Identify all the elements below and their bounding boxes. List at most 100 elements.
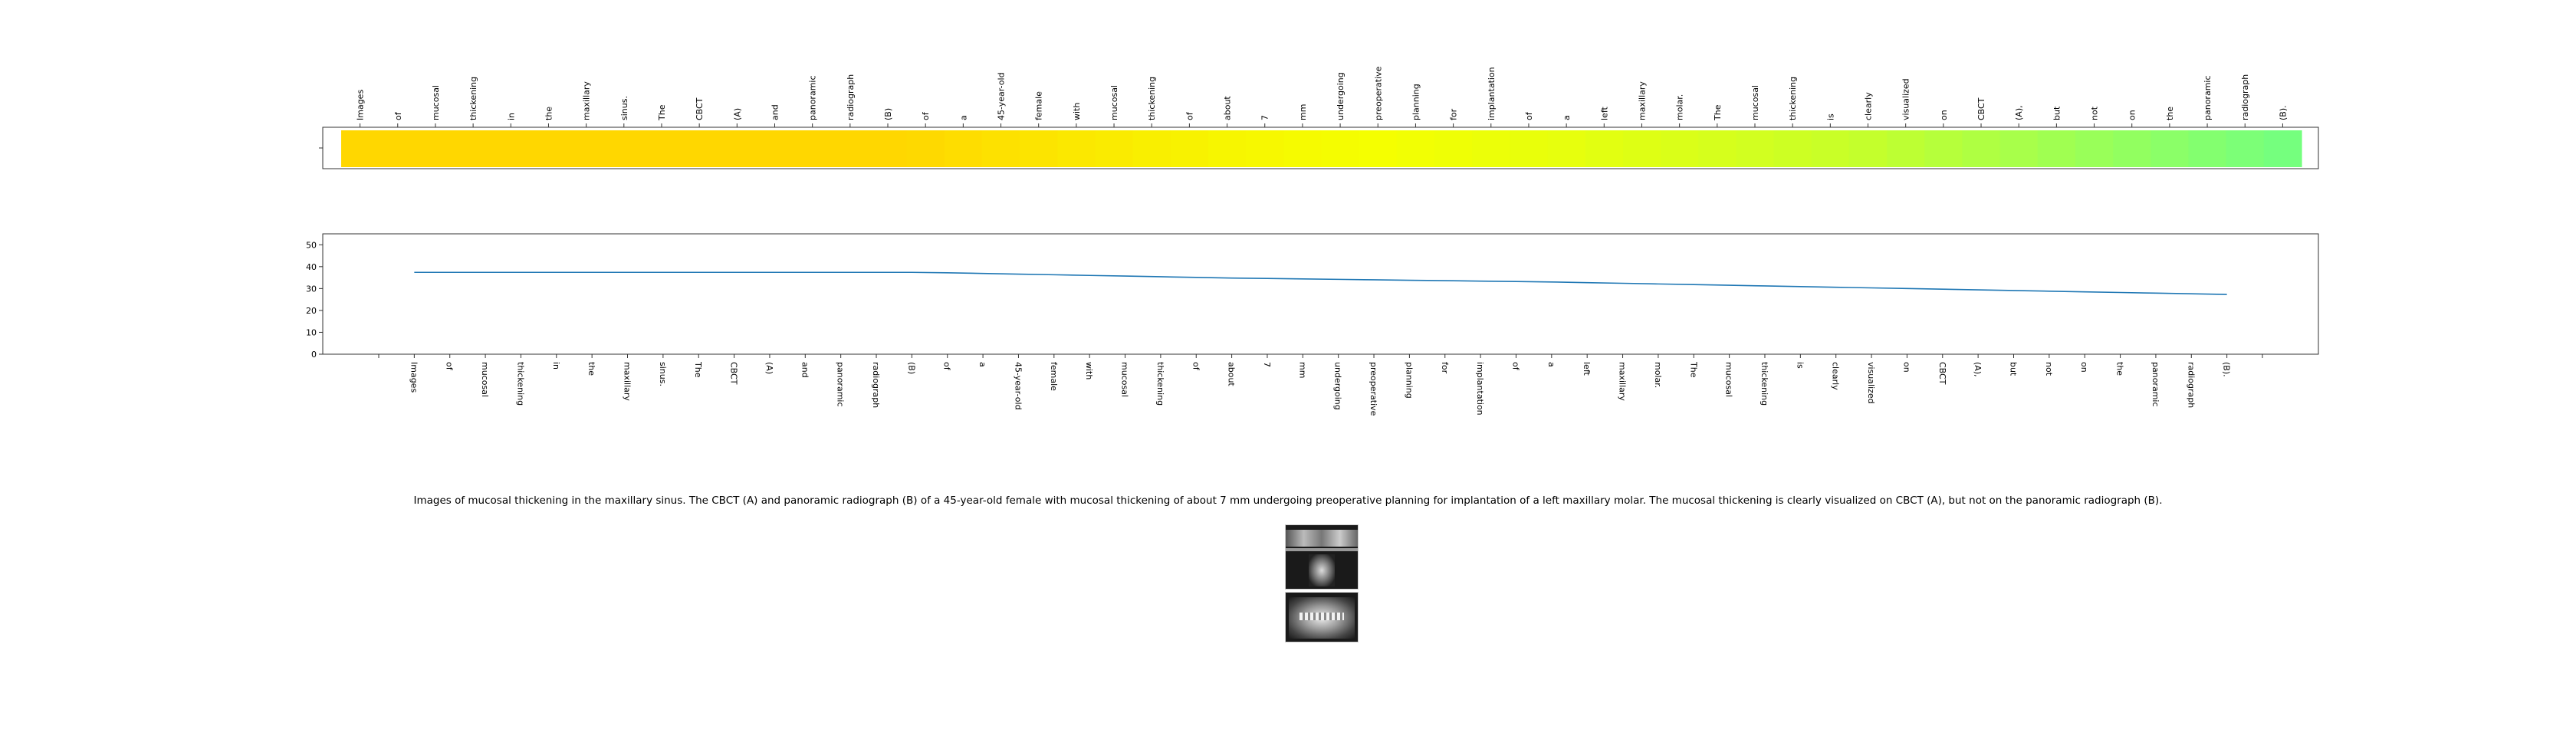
- heatmap-token-label: the: [2165, 107, 2175, 120]
- heatmap-cell: [416, 130, 455, 167]
- x-tick-label: Images: [409, 362, 419, 393]
- x-tick-label: panoramic: [836, 362, 846, 407]
- heatmap-token-label: mucosal: [1109, 85, 1119, 120]
- heatmap-cell: [1321, 130, 1360, 167]
- x-tick-label: the: [586, 362, 596, 376]
- x-tick-label: CBCT: [1937, 362, 1947, 385]
- heatmap-token-label: is: [1825, 113, 1835, 120]
- heatmap-token-label: (B).: [2278, 105, 2288, 120]
- y-tick-label: 0: [311, 350, 317, 360]
- heatmap-token-label: of: [921, 111, 931, 120]
- heatmap-token-label: left: [1599, 106, 1609, 120]
- heatmap-token-label: radiograph: [846, 74, 856, 120]
- x-tick-label: of: [445, 362, 455, 371]
- heatmap-token-label: molar.: [1675, 94, 1685, 120]
- heatmap-cell: [2150, 130, 2190, 167]
- heatmap-cell: [567, 130, 606, 167]
- heatmap-cell: [1698, 130, 1737, 167]
- x-tick-label: is: [1795, 362, 1805, 369]
- heatmap-cell: [831, 130, 870, 167]
- heatmap-cell: [379, 130, 417, 167]
- heatmap-token-label: mm: [1298, 104, 1308, 120]
- heatmap-token-label: visualized: [1901, 78, 1911, 120]
- heatmap-token-label: 45-year-old: [997, 72, 1007, 120]
- heatmap-cell: [491, 130, 531, 167]
- heatmap-cell: [529, 130, 568, 167]
- heatmap-token-label: of: [393, 111, 403, 120]
- heatmap-cell: [1057, 130, 1096, 167]
- x-tick-label: for: [1440, 362, 1450, 374]
- heatmap-cell: [906, 130, 945, 167]
- x-tick-label: radiograph: [2186, 362, 2196, 408]
- heatmap-token-label: maxillary: [582, 81, 592, 120]
- x-tick-label: not: [2044, 362, 2054, 376]
- x-tick-label: The: [1688, 361, 1698, 378]
- heatmap-token-label: mucosal: [1750, 85, 1760, 120]
- heatmap-cell: [1924, 130, 1963, 167]
- heatmap-cell: [1661, 130, 1699, 167]
- heatmap-cell: [454, 130, 493, 167]
- x-tick-label: mm: [1297, 362, 1307, 378]
- x-tick-label: a: [978, 362, 987, 367]
- heatmap-cell: [1773, 130, 1812, 167]
- heatmap-token-label: but: [2052, 106, 2062, 120]
- x-tick-label: 45-year-old: [1013, 362, 1023, 410]
- y-tick-label: 50: [306, 240, 317, 250]
- heatmap-token-label: (A): [732, 108, 742, 120]
- heatmap-token-label: mucosal: [431, 85, 441, 120]
- x-tick-label: on: [2079, 362, 2089, 373]
- x-tick-label: (A),: [1973, 362, 1983, 377]
- heatmap-token-label: and: [770, 104, 780, 120]
- line-plot-frame: [322, 233, 2319, 355]
- heatmap-cell: [1962, 130, 2001, 167]
- heatmap-cell: [341, 130, 380, 167]
- heatmap-token-label: a: [1562, 115, 1572, 120]
- x-tick-label: maxillary: [623, 362, 632, 401]
- y-tick-label: 10: [306, 327, 317, 337]
- heatmap-cell: [1811, 130, 1850, 167]
- x-tick-label: sinus.: [658, 362, 668, 386]
- x-tick-label: preoperative: [1368, 362, 1378, 416]
- heatmap-token-label: with: [1072, 103, 1082, 120]
- thumbnail-label-strip: [1257, 642, 1388, 647]
- x-tick-label: left: [1582, 362, 1592, 376]
- x-tick-label: of: [1191, 362, 1201, 371]
- heatmap-token-label: on: [1939, 110, 1949, 120]
- x-tick-label: (A): [764, 362, 774, 374]
- x-tick-label: a: [1546, 362, 1556, 367]
- heatmap-cell: [642, 130, 682, 167]
- heatmap-token-label: in: [506, 113, 516, 120]
- x-tick-label: thickening: [1155, 362, 1165, 406]
- heatmap-cell: [981, 130, 1020, 167]
- heatmap-cell: [1622, 130, 1661, 167]
- heatmap-cell: [2188, 130, 2227, 167]
- x-tick-label: (B).: [2222, 362, 2232, 377]
- heatmap-cell: [605, 130, 643, 167]
- x-tick-label: visualized: [1866, 362, 1876, 404]
- heatmap-token-label: about: [1223, 96, 1233, 120]
- token-heatmap: Images of mucosal thickening in the maxillary s…: [319, 66, 2319, 169]
- x-tick-label: implantation: [1475, 362, 1485, 416]
- heatmap-cell: [1887, 130, 1925, 167]
- heatmap-cell: [2037, 130, 2076, 167]
- heatmap-cell: [1547, 130, 1586, 167]
- x-tick-label: of: [942, 362, 952, 371]
- x-tick-label: with: [1084, 362, 1094, 380]
- heatmap-cell: [1585, 130, 1624, 167]
- heatmap-token-label: thickening: [1788, 77, 1798, 120]
- x-tick-label: the: [2115, 362, 2125, 376]
- x-tick-label: CBCT: [729, 362, 739, 385]
- heatmap-cell: [1736, 130, 1775, 167]
- heatmap-token-label: clearly: [1864, 92, 1874, 120]
- heatmap-token-label: (A),: [2014, 105, 2024, 120]
- heatmap-token-label: panoramic: [2203, 75, 2213, 120]
- heatmap-cell: [755, 130, 794, 167]
- heatmap-token-label: The: [657, 104, 667, 121]
- heatmap-token-label: maxillary: [1637, 81, 1647, 120]
- x-tick-label: thickening: [515, 362, 525, 406]
- heatmap-token-label: thickening: [468, 77, 478, 120]
- cbct-thumbnail-image: [1285, 524, 1359, 590]
- x-tick-label: 7: [1262, 362, 1272, 367]
- heatmap-token-label: sinus.: [619, 96, 629, 120]
